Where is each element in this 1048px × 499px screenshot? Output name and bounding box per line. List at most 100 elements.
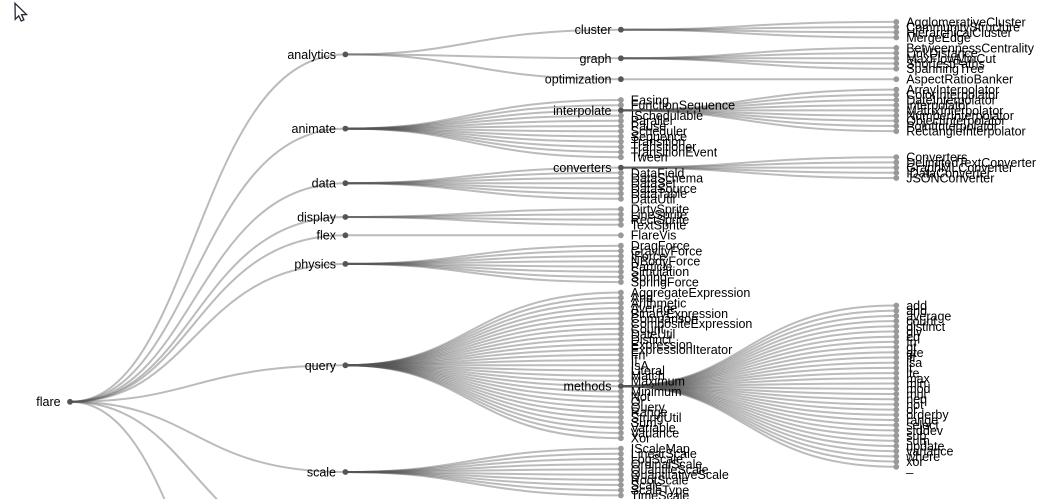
svg-text:interpolate: interpolate xyxy=(553,104,611,118)
svg-text:DateInterpolator: DateInterpolator xyxy=(906,93,996,107)
svg-text:DataUtil: DataUtil xyxy=(631,192,675,206)
svg-text:gte: gte xyxy=(906,346,923,360)
svg-text:or: or xyxy=(906,403,917,417)
svg-text:LinkDistance: LinkDistance xyxy=(906,47,978,61)
svg-text:converters: converters xyxy=(553,161,611,175)
svg-text:sub: sub xyxy=(906,429,926,443)
svg-text:JSONConverter: JSONConverter xyxy=(906,172,994,186)
svg-text:query: query xyxy=(305,359,337,373)
svg-text:Not: Not xyxy=(631,390,651,404)
svg-text:min: min xyxy=(906,377,926,391)
svg-text:fn: fn xyxy=(906,335,916,349)
svg-text:div: div xyxy=(906,325,923,339)
svg-text:Sum: Sum xyxy=(631,416,657,430)
svg-text:QuantileScale: QuantileScale xyxy=(631,463,709,477)
svg-text:lt: lt xyxy=(906,361,913,375)
svg-text:DataSchema: DataSchema xyxy=(631,172,703,186)
svg-text:Pause: Pause xyxy=(631,119,666,133)
svg-text:scale: scale xyxy=(307,466,336,480)
svg-text:BetweennessCentrality: BetweennessCentrality xyxy=(906,41,1035,55)
svg-text:IForce: IForce xyxy=(631,250,666,264)
svg-text:Distinct: Distinct xyxy=(631,333,673,347)
svg-text:update: update xyxy=(906,439,944,453)
svg-text:mod: mod xyxy=(906,382,930,396)
svg-text:animate: animate xyxy=(292,122,337,136)
svg-text:TextSprite: TextSprite xyxy=(631,218,687,232)
svg-text:Variance: Variance xyxy=(631,426,679,440)
svg-text:MergeEdge: MergeEdge xyxy=(906,31,971,45)
svg-text:LineSprite: LineSprite xyxy=(631,208,687,222)
svg-text:RootScale: RootScale xyxy=(631,473,689,487)
svg-text:DataTable: DataTable xyxy=(631,187,687,201)
svg-text:Match: Match xyxy=(631,369,665,383)
svg-text:Fn: Fn xyxy=(631,348,646,362)
svg-text:Scale: Scale xyxy=(631,479,662,493)
svg-text:RectangleInterpolator: RectangleInterpolator xyxy=(906,125,1026,139)
svg-text:OrdinalScale: OrdinalScale xyxy=(631,458,703,472)
svg-text:LinearScale: LinearScale xyxy=(631,447,697,461)
svg-text:methods: methods xyxy=(564,380,612,394)
svg-text:NBodyForce: NBodyForce xyxy=(631,255,701,269)
svg-text:PointInterpolator: PointInterpolator xyxy=(906,119,998,133)
svg-text:MatrixInterpolator: MatrixInterpolator xyxy=(906,104,1003,118)
svg-text:ColorInterpolator: ColorInterpolator xyxy=(906,88,999,102)
svg-text:DataField: DataField xyxy=(631,166,685,180)
svg-text:Query: Query xyxy=(631,400,666,414)
svg-text:isa: isa xyxy=(906,356,922,370)
svg-text:Transition: Transition xyxy=(631,135,685,149)
svg-text:FunctionSequence: FunctionSequence xyxy=(631,99,735,113)
svg-text:Converters: Converters xyxy=(906,151,967,165)
svg-text:IsA: IsA xyxy=(631,359,650,373)
svg-text:DragForce: DragForce xyxy=(631,239,690,253)
svg-text:Or: Or xyxy=(631,395,645,409)
svg-text:ISchedulable: ISchedulable xyxy=(631,109,703,123)
svg-text:BinaryExpression: BinaryExpression xyxy=(631,307,728,321)
svg-text:DataSet: DataSet xyxy=(631,177,677,191)
svg-text:Interpolator: Interpolator xyxy=(906,99,969,113)
svg-text:DataSource: DataSource xyxy=(631,182,697,196)
svg-text:eq: eq xyxy=(906,330,920,344)
svg-text:add: add xyxy=(906,299,927,313)
svg-text:Parallel: Parallel xyxy=(631,114,673,128)
svg-text:_: _ xyxy=(905,460,914,474)
svg-text:ArrayInterpolator: ArrayInterpolator xyxy=(906,83,999,97)
svg-text:cluster: cluster xyxy=(575,23,612,37)
svg-text:Expression: Expression xyxy=(631,338,693,352)
svg-text:iff: iff xyxy=(906,351,916,365)
svg-text:Simulation: Simulation xyxy=(631,265,689,279)
svg-text:AspectRatioBanker: AspectRatioBanker xyxy=(906,73,1013,87)
svg-text:optimization: optimization xyxy=(545,73,612,87)
svg-text:where: where xyxy=(905,450,940,464)
svg-text:Xor: Xor xyxy=(631,432,650,446)
svg-text:IScaleMap: IScaleMap xyxy=(631,442,690,456)
svg-text:Average: Average xyxy=(631,302,677,316)
svg-text:IDataConverter: IDataConverter xyxy=(906,166,991,180)
svg-text:Sequence: Sequence xyxy=(631,130,687,144)
svg-text:Comparison: Comparison xyxy=(631,312,698,326)
svg-text:DelimitedTextConverter: DelimitedTextConverter xyxy=(906,156,1036,170)
svg-text:physics: physics xyxy=(294,257,336,271)
svg-text:CompositeExpression: CompositeExpression xyxy=(631,317,753,331)
svg-text:SpanningTree: SpanningTree xyxy=(906,62,984,76)
svg-text:Count: Count xyxy=(631,322,665,336)
svg-text:average: average xyxy=(906,309,951,323)
svg-text:Range: Range xyxy=(631,406,668,420)
svg-text:Spring: Spring xyxy=(631,270,667,284)
svg-text:DateUtil: DateUtil xyxy=(631,328,675,342)
svg-text:stddev: stddev xyxy=(906,424,944,438)
svg-text:Particle: Particle xyxy=(631,260,673,274)
svg-text:ObjectInterpolator: ObjectInterpolator xyxy=(906,114,1005,128)
svg-text:lte: lte xyxy=(906,367,919,381)
svg-text:count: count xyxy=(906,315,937,329)
svg-text:ExpressionIterator: ExpressionIterator xyxy=(631,343,732,357)
svg-text:CommunityStructure: CommunityStructure xyxy=(906,21,1020,35)
svg-text:Minimum: Minimum xyxy=(631,385,682,399)
svg-text:display: display xyxy=(297,211,337,225)
svg-text:StringUtil: StringUtil xyxy=(631,411,682,425)
svg-text:ShortestPaths: ShortestPaths xyxy=(906,57,985,71)
svg-text:mul: mul xyxy=(906,387,926,401)
svg-text:and: and xyxy=(906,304,927,318)
svg-text:GraphMLConverter: GraphMLConverter xyxy=(906,161,1013,175)
svg-text:LogScale: LogScale xyxy=(631,452,683,466)
svg-text:QuantitativeScale: QuantitativeScale xyxy=(631,468,729,482)
